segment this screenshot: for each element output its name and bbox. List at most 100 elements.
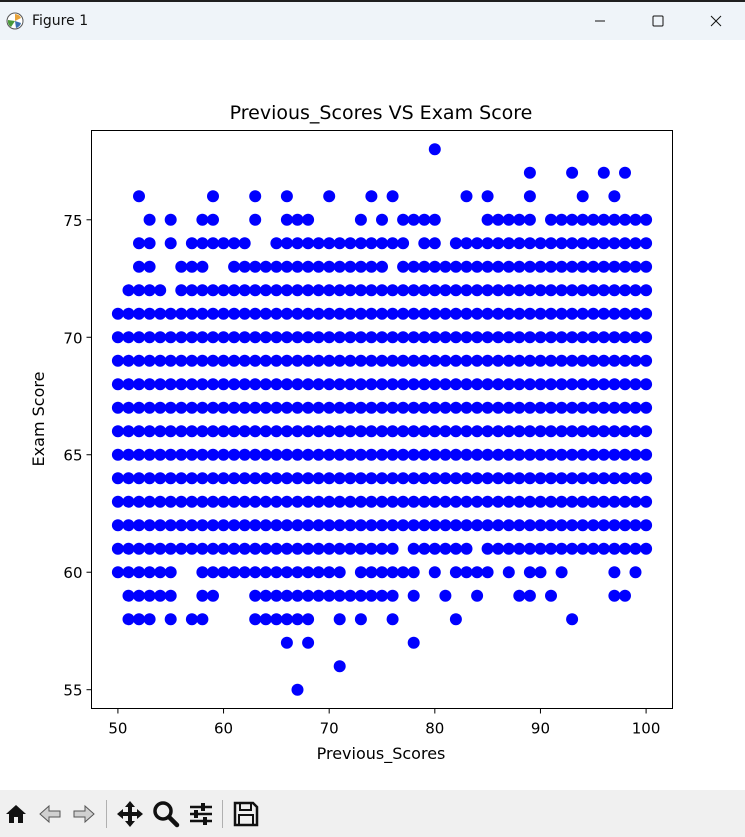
scatter-point — [471, 401, 484, 414]
scatter-point — [513, 472, 526, 485]
scatter-point — [481, 401, 494, 414]
scatter-point — [449, 425, 462, 438]
scatter-point — [386, 425, 399, 438]
close-button[interactable] — [687, 4, 745, 38]
scatter-point — [133, 331, 145, 344]
scatter-point — [608, 284, 621, 297]
scatter-point — [534, 331, 547, 344]
scatter-point — [154, 354, 167, 367]
zoom-button[interactable] — [150, 798, 182, 830]
scatter-point — [185, 331, 198, 344]
scatter-point — [386, 519, 399, 532]
scatter-point — [534, 519, 547, 532]
scatter-point — [492, 237, 505, 250]
scatter-point — [608, 566, 621, 579]
scatter-point — [323, 260, 336, 273]
back-button[interactable] — [34, 798, 66, 830]
scatter-point — [481, 213, 494, 226]
y-axis-ticks: 55 60 65 70 75 — [63, 212, 92, 700]
scatter-point — [238, 260, 251, 273]
scatter-point — [291, 331, 304, 344]
scatter-point — [576, 354, 589, 367]
scatter-point — [386, 542, 399, 555]
scatter-point — [428, 143, 441, 156]
scatter-point — [576, 472, 589, 485]
scatter-point — [143, 378, 156, 391]
scatter-point — [122, 589, 135, 602]
pan-button[interactable] — [114, 798, 146, 830]
scatter-point — [587, 307, 600, 320]
maximize-button[interactable] — [629, 4, 687, 38]
minimize-button[interactable] — [571, 4, 629, 38]
scatter-point — [597, 495, 610, 508]
x-tick-label: 50 — [108, 720, 127, 738]
scatter-point — [502, 566, 515, 579]
scatter-point — [481, 566, 494, 579]
scatter-point — [640, 354, 653, 367]
scatter-point — [619, 284, 631, 297]
scatter-point — [143, 401, 156, 414]
scatter-point — [619, 307, 631, 320]
scatter-point — [576, 378, 589, 391]
scatter-point — [365, 519, 378, 532]
scatter-point — [207, 519, 219, 532]
scatter-point — [111, 472, 124, 485]
forward-button[interactable] — [68, 798, 100, 830]
scatter-point — [619, 589, 631, 602]
scatter-point — [397, 331, 410, 344]
scatter-point — [566, 448, 579, 461]
scatter-point — [608, 519, 621, 532]
scatter-point — [122, 401, 135, 414]
scatter-point — [397, 378, 410, 391]
scatter-point — [133, 613, 145, 626]
scatter-point — [270, 542, 283, 555]
scatter-point — [439, 378, 452, 391]
scatter-point — [143, 260, 156, 273]
scatter-point — [587, 495, 600, 508]
configure-subplots-button[interactable] — [185, 798, 217, 830]
scatter-point — [492, 519, 505, 532]
scatter-point — [333, 284, 346, 297]
scatter-point — [640, 542, 653, 555]
scatter-point — [207, 542, 219, 555]
scatter-point — [608, 448, 621, 461]
scatter-point — [376, 378, 388, 391]
scatter-point — [143, 284, 156, 297]
scatter-point — [471, 307, 484, 320]
save-button[interactable] — [230, 798, 262, 830]
scatter-point — [270, 425, 283, 438]
zoom-magnifier-icon — [153, 801, 180, 828]
scatter-point — [492, 542, 505, 555]
scatter-point — [323, 566, 336, 579]
scatter-point — [471, 519, 484, 532]
scatter-point — [545, 331, 557, 344]
scatter-point — [397, 566, 410, 579]
scatter-point — [143, 331, 156, 344]
scatter-point — [133, 284, 145, 297]
scatter-point — [302, 472, 315, 485]
scatter-point — [523, 566, 536, 579]
scatter-point — [154, 566, 167, 579]
scatter-point — [249, 260, 262, 273]
scatter-point — [196, 425, 209, 438]
scatter-point — [428, 448, 441, 461]
scatter-point — [259, 307, 272, 320]
scatter-point — [280, 354, 293, 367]
home-button[interactable] — [0, 798, 32, 830]
scatter-point — [143, 613, 156, 626]
scatter-point — [270, 519, 283, 532]
scatter-point — [640, 472, 653, 485]
scatter-point — [302, 542, 315, 555]
scatter-point — [386, 331, 399, 344]
scatter-point — [207, 589, 219, 602]
scatter-point — [133, 566, 145, 579]
scatter-point — [513, 237, 526, 250]
scatter-point — [217, 448, 230, 461]
scatter-point — [460, 519, 473, 532]
scatter-point — [608, 331, 621, 344]
scatter-point — [449, 401, 462, 414]
scatter-point — [386, 589, 399, 602]
scatter-point — [492, 401, 505, 414]
scatter-point — [449, 260, 462, 273]
scatter-point — [587, 237, 600, 250]
